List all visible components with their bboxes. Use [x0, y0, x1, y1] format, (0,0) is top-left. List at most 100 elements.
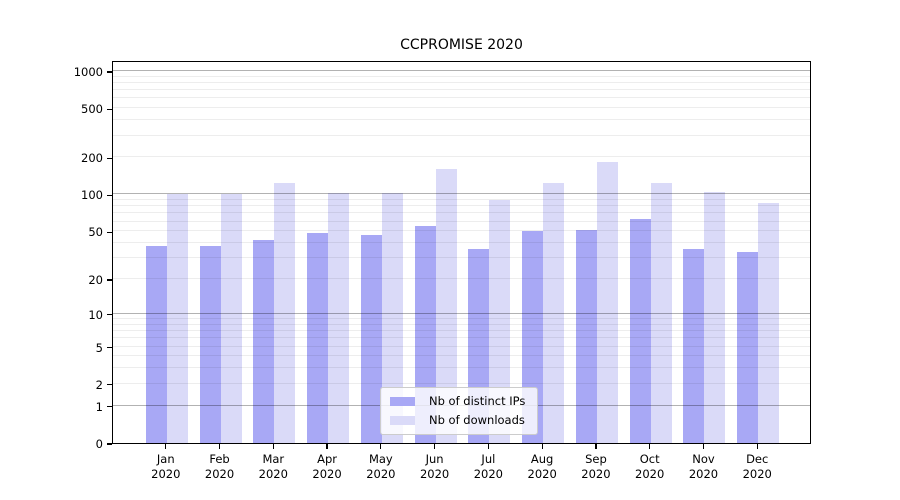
x-tick-label: May 2020	[366, 452, 396, 481]
x-tick-label: Sep 2020	[581, 452, 611, 481]
y-tick-label: 200	[81, 151, 103, 166]
gridline-minor	[113, 75, 810, 77]
y-tick-label: 100	[81, 188, 103, 203]
x-tick-mark	[541, 444, 543, 449]
x-tick-label: Nov 2020	[688, 452, 719, 481]
bar-distinct-ips	[253, 240, 275, 443]
bar-distinct-ips	[683, 248, 705, 443]
gridline-minor	[113, 205, 810, 207]
gridline-minor	[113, 382, 810, 384]
legend-label-distinct-ips: Nb of distinct IPs	[429, 394, 526, 408]
gridline-minor	[113, 318, 810, 319]
chart-title: CCPROMISE 2020	[400, 37, 523, 53]
x-tick-mark	[380, 444, 382, 449]
x-tick-mark	[649, 444, 651, 449]
gridline-minor	[113, 156, 810, 158]
legend-label-downloads: Nb of downloads	[429, 413, 525, 427]
x-tick-label: Jul 2020	[473, 452, 504, 481]
y-tick-label: 5	[95, 340, 103, 355]
gridline-minor	[113, 89, 810, 91]
gridline-major	[113, 312, 810, 314]
bar-downloads	[435, 169, 457, 443]
y-tick-mark	[107, 406, 112, 408]
bar-downloads	[489, 199, 511, 443]
gridline-minor	[113, 97, 810, 99]
y-tick-label: 1	[95, 399, 103, 414]
gridline-minor	[113, 330, 810, 332]
x-tick-label: Jan 2020	[151, 452, 181, 481]
y-tick-mark	[107, 384, 112, 386]
y-tick-label: 50	[88, 225, 103, 240]
y-tick-label: 500	[81, 102, 103, 117]
bar-distinct-ips	[199, 245, 221, 443]
x-tick-mark	[487, 444, 489, 449]
bar-downloads	[166, 194, 188, 443]
x-tick-mark	[165, 444, 167, 449]
y-tick-mark	[107, 194, 112, 197]
bar-distinct-ips	[629, 219, 651, 443]
y-tick-mark	[107, 279, 112, 281]
bar-distinct-ips	[145, 245, 167, 443]
x-tick-mark	[326, 444, 328, 449]
gridline-minor	[113, 81, 810, 83]
gridline-minor	[113, 367, 810, 369]
gridline-minor	[113, 355, 810, 357]
y-tick-mark	[107, 443, 112, 445]
gridline-minor	[113, 107, 810, 109]
y-tick-label: 2	[95, 377, 103, 392]
x-tick-label: Dec 2020	[742, 452, 772, 481]
x-tick-label: Jun 2020	[419, 452, 450, 481]
y-tick-mark	[107, 71, 112, 73]
bar-downloads	[274, 182, 296, 443]
y-tick-mark	[107, 231, 112, 233]
y-tick-label: 0	[95, 437, 103, 451]
bar-downloads	[381, 193, 403, 443]
gridline-minor	[113, 242, 810, 244]
bar-downloads	[596, 162, 618, 443]
gridline-major	[113, 193, 810, 195]
bar-distinct-ips	[737, 251, 759, 443]
x-tick-mark	[272, 444, 274, 449]
x-tick-label: Oct 2020	[635, 452, 665, 481]
bar-distinct-ips	[360, 234, 382, 443]
legend-swatch-distinct-ips	[390, 397, 415, 406]
bar-downloads	[220, 193, 242, 443]
gridline-minor	[113, 278, 810, 280]
bar-downloads	[704, 192, 726, 443]
x-tick-mark	[434, 444, 436, 449]
gridline-minor	[113, 119, 810, 121]
legend-item-downloads: Nb of downloads	[390, 413, 525, 428]
gridline-minor	[113, 345, 810, 347]
bar-downloads	[650, 182, 672, 443]
gridline-minor	[113, 257, 810, 259]
y-tick-label: 10	[88, 307, 103, 322]
y-tick-mark	[107, 108, 112, 110]
x-tick-label: Feb 2020	[204, 452, 235, 481]
legend-swatch-downloads	[390, 416, 415, 425]
bar-distinct-ips	[575, 230, 597, 443]
x-tick-mark	[756, 444, 758, 449]
y-tick-label: 1000	[73, 64, 103, 79]
x-tick-label: Apr 2020	[312, 452, 342, 481]
bar-downloads	[543, 182, 565, 443]
legend: Nb of distinct IPs Nb of downloads	[380, 387, 539, 435]
y-tick-mark	[107, 314, 112, 316]
x-tick-label: Aug 2020	[527, 452, 557, 481]
x-tick-mark	[702, 444, 705, 449]
bar-downloads	[328, 192, 350, 443]
x-tick-mark	[595, 444, 597, 449]
gridline-minor	[113, 134, 810, 136]
gridline-minor	[113, 323, 810, 325]
x-tick-label: Mar 2020	[258, 452, 288, 481]
bar-downloads	[758, 203, 780, 443]
gridline-major	[113, 69, 810, 71]
legend-item-distinct-ips: Nb of distinct IPs	[390, 394, 525, 409]
y-tick-mark	[107, 157, 112, 159]
y-tick-label: 20	[88, 273, 103, 288]
gridline-minor	[113, 212, 810, 214]
gridline-minor	[113, 230, 810, 232]
plot-area: Nb of distinct IPs Nb of downloads	[112, 61, 811, 444]
gridline-minor	[113, 337, 810, 339]
gridline-minor	[113, 220, 810, 222]
